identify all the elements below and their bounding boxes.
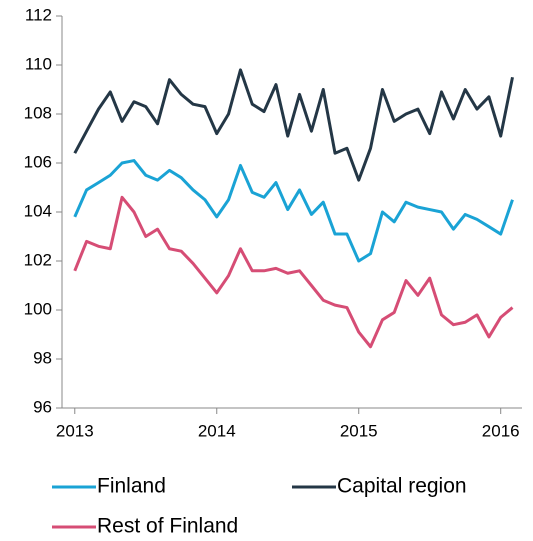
y-tick-label: 98 bbox=[33, 348, 52, 367]
legend-label: Finland bbox=[97, 475, 166, 498]
y-tick-label: 96 bbox=[33, 397, 52, 416]
x-tick-label: 2016 bbox=[482, 421, 520, 440]
y-tick-label: 112 bbox=[25, 5, 52, 24]
x-tick-label: 2015 bbox=[340, 421, 378, 440]
legend: Finland Capital region Rest of Finland bbox=[52, 475, 467, 538]
y-tick-label: 104 bbox=[24, 201, 52, 220]
y-tick-label: 106 bbox=[24, 152, 52, 171]
line bbox=[73, 68, 514, 182]
legend-label: Rest of Finland bbox=[97, 515, 238, 538]
y-tick-label: 108 bbox=[24, 103, 52, 122]
y-tick-label: 100 bbox=[24, 299, 52, 318]
line bbox=[73, 159, 514, 263]
line bbox=[73, 195, 514, 349]
legend-label: Capital region bbox=[337, 475, 467, 498]
x-tick-label: 2014 bbox=[198, 421, 236, 440]
y-tick-label: 110 bbox=[25, 54, 52, 73]
y-tick-label: 102 bbox=[24, 250, 52, 269]
x-tick-label: 2013 bbox=[56, 421, 94, 440]
